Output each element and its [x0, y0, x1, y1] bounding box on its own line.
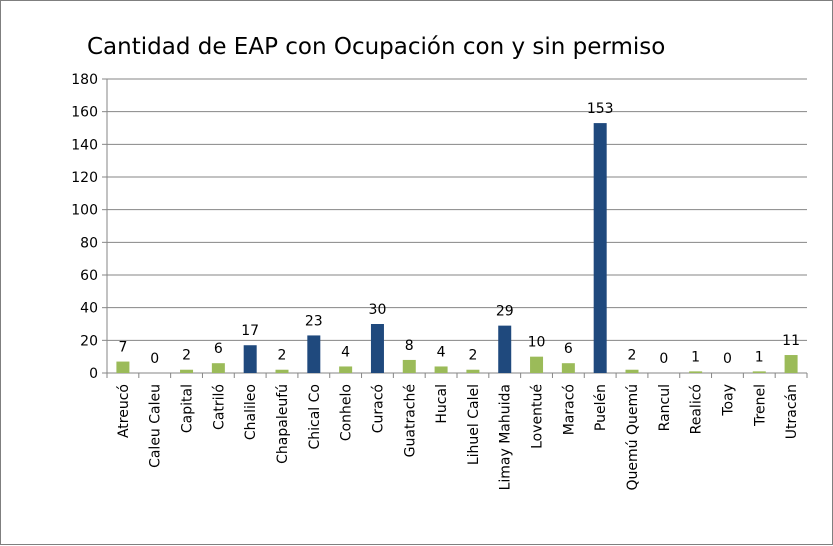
category-label: Loventué: [530, 384, 546, 449]
bar: [689, 371, 703, 373]
category-label: Maracó: [561, 384, 577, 435]
category-label: Lihuel Calel: [466, 384, 482, 465]
bar: [752, 371, 766, 373]
data-label: 0: [723, 351, 732, 367]
y-tick-label: 80: [80, 235, 98, 251]
category-label: Capital: [180, 384, 196, 433]
bar: [243, 345, 257, 373]
bar: [275, 369, 289, 373]
y-tick-label: 160: [71, 105, 98, 121]
category-label: Puelén: [593, 384, 609, 431]
bar: [116, 361, 130, 373]
bar: [402, 359, 416, 373]
data-label: 11: [782, 333, 800, 349]
chart-title: Cantidad de EAP con Ocupación con y sin …: [87, 34, 665, 60]
y-tick-label: 120: [71, 170, 98, 186]
bar: [370, 324, 384, 373]
bar: [180, 369, 194, 373]
data-label: 6: [564, 341, 573, 357]
y-axis-ticks: 0 20 40 60 80 100 120 140 160 180: [71, 72, 98, 382]
bar: [625, 369, 639, 373]
category-label: Utracán: [784, 384, 800, 439]
data-label: 17: [241, 323, 259, 339]
y-tick-label: 180: [71, 72, 98, 88]
category-label: Catriló: [211, 384, 227, 430]
data-label: 0: [659, 351, 668, 367]
data-label: 0: [150, 351, 159, 367]
category-label: Quemú Quemú: [625, 384, 641, 490]
y-tick-label: 60: [80, 268, 98, 284]
category-label: Curacó: [370, 384, 386, 433]
data-label: 8: [405, 338, 414, 354]
data-label: 7: [118, 340, 127, 356]
data-label: 10: [528, 335, 546, 351]
category-label: Trenel: [752, 384, 768, 427]
category-label: Hucal: [434, 384, 450, 424]
bar: [498, 325, 512, 373]
category-label: Atreucó: [116, 384, 132, 438]
data-label: 30: [369, 302, 387, 318]
data-label: 6: [214, 341, 223, 357]
data-label: 1: [755, 349, 764, 365]
category-label: Caleu Caleu: [148, 384, 164, 468]
y-tick-label: 100: [71, 203, 98, 219]
category-label: Limay Mahuida: [498, 384, 514, 490]
bar: [784, 355, 798, 373]
data-label: 4: [437, 344, 446, 360]
category-label: Guatraché: [402, 384, 418, 457]
data-label: 23: [305, 313, 323, 329]
y-tick-label: 20: [80, 333, 98, 349]
bar: [211, 363, 225, 373]
category-label: Chapaleufú: [275, 384, 291, 464]
category-label: Conhelo: [339, 384, 355, 441]
data-label: 2: [468, 348, 477, 364]
y-tick-label: 0: [89, 366, 98, 382]
data-label: 4: [341, 344, 350, 360]
y-tick-label: 40: [80, 301, 98, 317]
axes: [102, 78, 808, 378]
category-label: Toay: [720, 384, 736, 417]
x-axis-categories: Atreucó Caleu Caleu Capital Catriló Chalileo…: [116, 384, 800, 490]
category-label: Chalileo: [243, 384, 259, 440]
category-label: Rancul: [657, 384, 673, 431]
data-label: 2: [182, 348, 191, 364]
bars: [116, 123, 798, 373]
data-label: 1: [691, 349, 700, 365]
category-label: Chical Co: [307, 384, 323, 450]
data-label: 2: [628, 348, 637, 364]
bar: [434, 366, 448, 373]
bar: [530, 356, 544, 373]
gridlines: [107, 78, 807, 341]
bar: [339, 366, 353, 373]
data-label: 29: [496, 304, 514, 320]
data-label: 2: [278, 348, 287, 364]
bar: [466, 369, 480, 373]
bar: [593, 123, 607, 373]
bar: [307, 335, 321, 373]
bar: [561, 363, 575, 373]
data-label: 153: [587, 101, 614, 117]
category-label: Realicó: [689, 384, 705, 434]
y-tick-label: 140: [71, 137, 98, 153]
